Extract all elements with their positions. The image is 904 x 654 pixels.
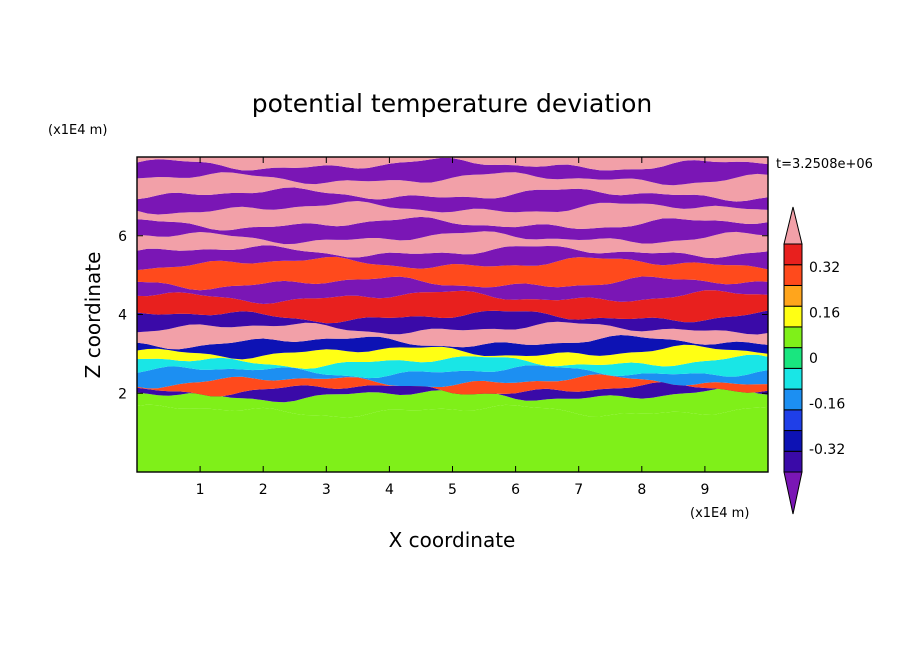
contour-band bbox=[137, 245, 768, 271]
y-tick-label: 4 bbox=[118, 308, 127, 324]
colorbar-label: 0.16 bbox=[809, 305, 840, 321]
colorbar-label: -0.32 bbox=[809, 442, 845, 458]
contour-band bbox=[137, 276, 768, 304]
colorbar-extend-max bbox=[783, 206, 803, 245]
contour-band bbox=[137, 374, 768, 397]
colorbar-swatch bbox=[783, 388, 803, 411]
contour-band bbox=[137, 157, 768, 171]
z-unit-label: (x1E4 m) bbox=[48, 123, 107, 138]
colorbar-swatch bbox=[783, 409, 803, 432]
colorbar-swatch bbox=[783, 326, 803, 349]
contour-band bbox=[137, 256, 768, 291]
contour-band bbox=[137, 216, 768, 245]
colorbar-label: -0.16 bbox=[809, 397, 845, 413]
colorbar-swatch bbox=[783, 284, 803, 307]
colorbar-swatch bbox=[783, 305, 803, 328]
colorbar-label: 0.32 bbox=[809, 260, 840, 276]
contour-band bbox=[137, 310, 768, 335]
contour-band bbox=[137, 201, 768, 231]
colorbar-swatch bbox=[783, 243, 803, 266]
colorbar-swatch bbox=[783, 450, 803, 473]
x-axis-label: X coordinate bbox=[389, 528, 516, 552]
y-ticks: 2 4 6 bbox=[118, 229, 768, 402]
contour-band bbox=[137, 387, 768, 418]
contour-band bbox=[137, 335, 768, 360]
plot-area bbox=[137, 157, 768, 472]
contour-band bbox=[137, 321, 768, 350]
y-tick-label: 2 bbox=[118, 386, 127, 402]
x-tick-label: 2 bbox=[259, 482, 268, 498]
y-axis-label: Z coordinate bbox=[81, 252, 105, 379]
x-tick-label: 8 bbox=[637, 482, 646, 498]
x-tick-label: 6 bbox=[511, 482, 520, 498]
y-tick-label: 6 bbox=[118, 229, 127, 245]
x-tick-label: 5 bbox=[448, 482, 457, 498]
x-tick-label: 1 bbox=[196, 482, 205, 498]
contour-band bbox=[137, 354, 768, 379]
contour-band bbox=[137, 365, 768, 389]
colorbar-swatch bbox=[783, 367, 803, 390]
x-tick-label: 7 bbox=[574, 482, 583, 498]
contour-band bbox=[137, 231, 768, 259]
contour-band bbox=[137, 290, 768, 324]
contour-bands bbox=[137, 157, 768, 472]
contour-band bbox=[137, 157, 768, 186]
x-tick-label: 3 bbox=[322, 482, 331, 498]
contour-band bbox=[137, 172, 768, 202]
contour-band bbox=[137, 187, 768, 215]
x-tick-label: 4 bbox=[385, 482, 394, 498]
time-label: t=3.2508e+06 bbox=[776, 157, 873, 172]
colorbar-extend-min bbox=[783, 471, 803, 515]
chart-title: potential temperature deviation bbox=[252, 89, 652, 118]
x-ticks: 1 2 3 4 5 6 7 8 9 bbox=[196, 157, 709, 498]
contour-band bbox=[137, 344, 768, 369]
colorbar-swatch bbox=[783, 347, 803, 369]
colorbar-swatch bbox=[783, 430, 803, 452]
contour-band bbox=[137, 404, 768, 472]
colorbar: 0.32 0.16 0 -0.16 -0.32 bbox=[783, 206, 845, 515]
colorbar-swatch bbox=[783, 264, 803, 286]
x-tick-label: 9 bbox=[700, 482, 709, 498]
colorbar-label: 0 bbox=[809, 351, 818, 367]
x-unit-label: (x1E4 m) bbox=[690, 506, 749, 521]
